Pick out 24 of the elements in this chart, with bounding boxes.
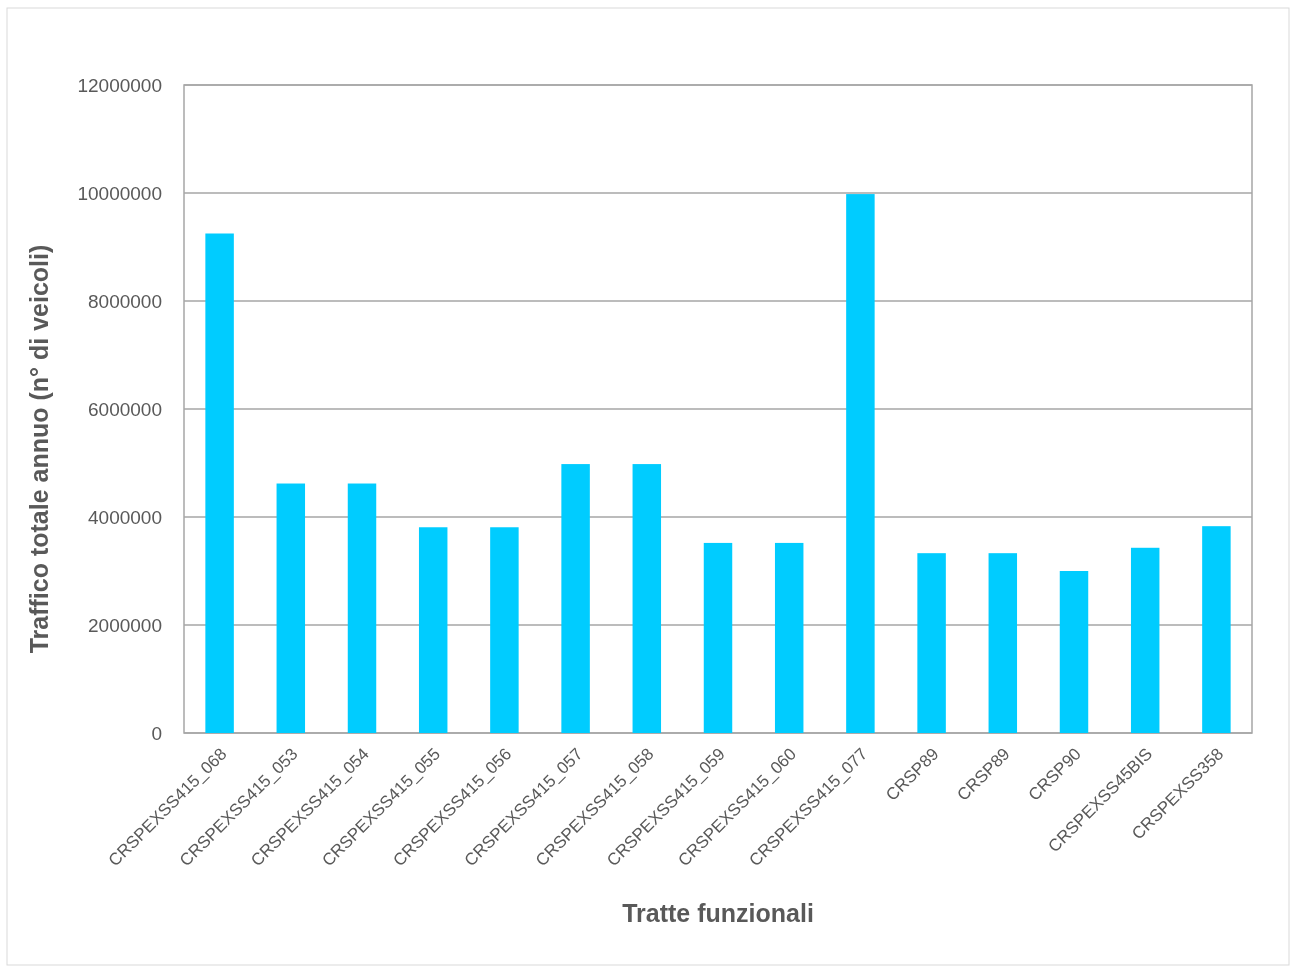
y-tick-label: 2000000 <box>88 614 162 636</box>
bar <box>1059 571 1089 733</box>
bar <box>774 542 804 733</box>
y-tick-label: 4000000 <box>88 506 162 528</box>
y-tick-label: 6000000 <box>88 398 162 420</box>
bar <box>1202 526 1231 733</box>
bar <box>205 233 234 733</box>
y-axis-title: Traffico totale annuo (n° di veicoli) <box>25 244 53 654</box>
bar <box>846 194 875 733</box>
y-tick-label: 10000000 <box>77 182 162 204</box>
y-tick-label: 12000000 <box>77 74 162 96</box>
bar <box>418 527 448 733</box>
bar <box>988 553 1018 733</box>
bar <box>1130 547 1160 733</box>
bar <box>703 542 733 733</box>
bar <box>632 464 662 733</box>
bar <box>347 483 377 733</box>
bar <box>276 483 306 733</box>
x-axis-title: Tratte funzionali <box>622 899 814 927</box>
bar <box>561 464 590 733</box>
bar <box>917 553 946 733</box>
y-tick-label: 0 <box>151 722 162 744</box>
bar <box>490 527 519 733</box>
y-tick-label: 8000000 <box>88 290 162 312</box>
